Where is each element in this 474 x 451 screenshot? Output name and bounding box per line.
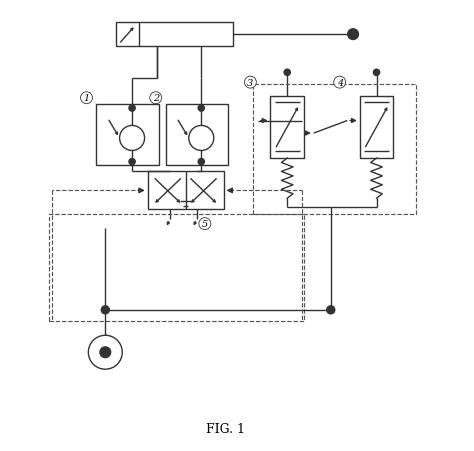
- Bar: [165, 105, 228, 166]
- Circle shape: [129, 106, 135, 112]
- Text: 2: 2: [153, 94, 159, 103]
- Bar: [96, 105, 159, 166]
- Circle shape: [327, 306, 335, 314]
- Text: FIG. 1: FIG. 1: [206, 422, 245, 435]
- Text: 1: 1: [83, 94, 90, 103]
- Circle shape: [348, 30, 358, 41]
- Bar: [271, 97, 304, 159]
- Bar: [360, 97, 393, 159]
- Circle shape: [100, 347, 110, 358]
- Text: 4: 4: [337, 78, 343, 87]
- Circle shape: [284, 70, 291, 76]
- Circle shape: [189, 126, 214, 151]
- Circle shape: [101, 306, 109, 314]
- Bar: [148, 172, 224, 210]
- Text: 5: 5: [202, 220, 208, 229]
- Circle shape: [88, 336, 122, 369]
- Circle shape: [129, 159, 135, 166]
- Circle shape: [119, 126, 145, 151]
- Text: 3: 3: [247, 78, 254, 87]
- Circle shape: [374, 70, 380, 76]
- Bar: [117, 23, 233, 47]
- Circle shape: [198, 159, 204, 166]
- Circle shape: [198, 106, 204, 112]
